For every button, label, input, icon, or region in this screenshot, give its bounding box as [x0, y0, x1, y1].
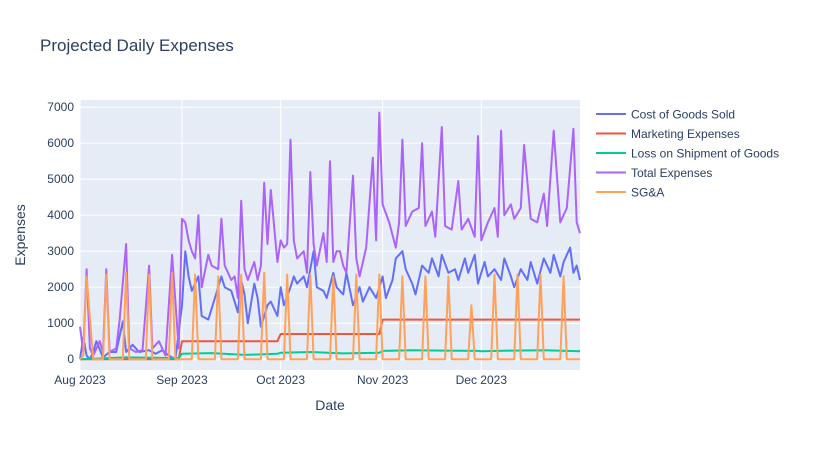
y-tick-label: 0 [67, 352, 74, 366]
y-tick-label: 5000 [47, 172, 74, 186]
x-tick-label: Sep 2023 [156, 373, 208, 387]
legend: Cost of Goods Sold Marketing Expenses Loss… [596, 108, 779, 200]
legend-label: Marketing Expenses [631, 127, 740, 141]
plot-area [80, 100, 580, 370]
y-axis-title: Expenses [12, 204, 28, 265]
x-tick-label: Nov 2023 [357, 373, 409, 387]
legend-label: Loss on Shipment of Goods [631, 147, 779, 161]
x-tick-label: Dec 2023 [456, 373, 508, 387]
legend-label: Total Expenses [631, 166, 712, 180]
y-tick-label: 4000 [47, 208, 74, 222]
y-tick-label: 7000 [47, 100, 74, 114]
series-line [79, 271, 580, 361]
legend-label: Cost of Goods Sold [631, 108, 735, 122]
legend-label: SG&A [631, 186, 664, 200]
series-line [79, 111, 581, 357]
x-tick-label: Oct 2023 [256, 373, 305, 387]
series-line [79, 246, 581, 361]
x-axis-title: Date [315, 397, 345, 413]
series-line [79, 349, 581, 361]
x-tick-labels: Aug 2023 Sep 2023 Oct 2023 Nov 2023 Dec 2023 [54, 373, 507, 387]
series-lines [79, 111, 581, 361]
y-tick-label: 1000 [47, 316, 74, 330]
x-tick-label: Aug 2023 [54, 373, 106, 387]
y-tick-label: 2000 [47, 280, 74, 294]
y-tick-label: 6000 [47, 136, 74, 150]
chart-title: Projected Daily Expenses [40, 36, 234, 55]
y-tick-label: 3000 [47, 244, 74, 258]
y-tick-labels: 0 1000 2000 3000 4000 5000 6000 7000 [47, 100, 74, 366]
